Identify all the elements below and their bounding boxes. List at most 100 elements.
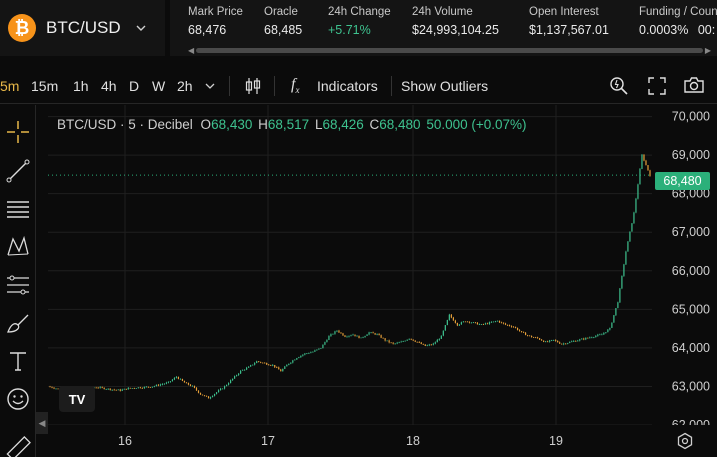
candle-body: [384, 338, 386, 341]
candle-body: [284, 366, 286, 369]
candle-body: [619, 288, 621, 303]
candle-body: [430, 344, 432, 346]
candle-body: [613, 315, 615, 323]
candle-body: [368, 332, 370, 335]
candle-body: [131, 388, 133, 389]
fullscreen-icon[interactable]: [647, 76, 667, 96]
candle-body: [121, 389, 123, 391]
candle-body: [581, 338, 583, 340]
candle-body: [215, 392, 218, 394]
interval-d[interactable]: D: [129, 78, 140, 94]
candle-body: [352, 334, 354, 336]
candle-body: [577, 340, 579, 342]
stat-24h-change: 24h Change +5.71%: [328, 6, 391, 37]
crosshair-icon[interactable]: [5, 119, 31, 145]
zoom-icon[interactable]: [608, 75, 630, 97]
candle-body: [111, 389, 113, 391]
candle-body: [280, 369, 282, 372]
candle-body: [621, 275, 623, 289]
emoji-icon[interactable]: [5, 386, 31, 412]
candle-body: [567, 342, 569, 344]
fib-icon[interactable]: [5, 272, 31, 298]
stat-value-group: 0.0003% 00:: [639, 23, 717, 37]
funding-rate: 0.0003%: [639, 23, 689, 37]
candle-body: [645, 160, 647, 166]
candle-body: [169, 381, 172, 383]
interval-5m[interactable]: 5m: [0, 78, 20, 94]
candle-body: [595, 335, 597, 338]
collapse-toolbar-handle[interactable]: ◀: [36, 412, 48, 434]
candle-body: [587, 337, 589, 339]
scroll-right-icon[interactable]: ▶: [704, 46, 711, 55]
candle-body: [432, 343, 434, 345]
ruler-icon[interactable]: [5, 431, 31, 457]
gear-icon[interactable]: [676, 432, 694, 450]
symbol-selector[interactable]: ₿ BTC/USD: [0, 0, 165, 56]
candle-body: [597, 334, 599, 336]
candle-body: [603, 333, 605, 335]
candle-body: [151, 386, 153, 388]
candle-body: [442, 330, 444, 336]
function-icon[interactable]: fx: [291, 76, 300, 96]
horizontal-lines-icon[interactable]: [5, 196, 31, 222]
price-tick-label: 69,000: [672, 148, 710, 162]
candle-body: [223, 386, 226, 389]
candle-body: [332, 333, 334, 335]
candle-body: [625, 251, 627, 265]
candle-body: [482, 324, 485, 325]
stat-value: $1,137,567.01: [529, 23, 609, 37]
time-axis[interactable]: 16 17 18 19: [48, 425, 652, 457]
candle-body: [615, 308, 617, 316]
tradingview-logo[interactable]: TV: [59, 386, 95, 412]
candle-body: [585, 337, 587, 340]
candle-body: [236, 375, 238, 377]
stat-label: Mark Price: [188, 6, 243, 18]
scroll-left-icon[interactable]: ◀: [188, 46, 195, 55]
interval-2h[interactable]: 2h: [177, 78, 193, 94]
interval-w[interactable]: W: [152, 78, 166, 94]
price-axis[interactable]: 62,000 63,000 64,000 65,000 66,000 67,000 68,0…: [652, 105, 717, 425]
market-stats-bar: Mark Price 68,476 Oracle 68,485 24h Chan…: [170, 0, 717, 56]
candle-body: [217, 390, 220, 393]
trend-line-icon[interactable]: [5, 158, 31, 184]
current-price-tag: 68,480: [655, 172, 710, 190]
show-outliers-button[interactable]: Show Outliers: [401, 78, 489, 94]
stats-scrollbar[interactable]: ◀ ▶: [188, 46, 711, 55]
interval-1h[interactable]: 1h: [73, 78, 89, 94]
candle-body: [444, 325, 446, 331]
price-chart[interactable]: [48, 105, 652, 425]
candle-body: [127, 387, 129, 390]
candle-body: [599, 334, 601, 336]
candle-body: [370, 332, 372, 334]
legend-close-key: C: [369, 117, 380, 132]
pattern-icon[interactable]: [5, 234, 31, 260]
camera-icon[interactable]: [683, 75, 705, 95]
candle-body: [609, 327, 611, 330]
candle-body: [318, 348, 320, 350]
scrollbar-thumb[interactable]: [196, 48, 703, 53]
candle-body: [490, 322, 493, 323]
interval-dropdown-icon[interactable]: [205, 81, 215, 91]
candle-body: [145, 386, 147, 388]
candle-body: [464, 321, 466, 323]
candles-icon[interactable]: [243, 76, 263, 96]
interval-15m[interactable]: 15m: [31, 78, 59, 94]
legend-high-value: 68,517: [267, 117, 310, 132]
candle-body: [328, 336, 330, 340]
candle-body: [617, 302, 619, 309]
brush-icon[interactable]: [5, 310, 31, 336]
candle-body: [197, 390, 200, 393]
candle-body: [290, 362, 292, 364]
text-icon[interactable]: [5, 348, 31, 374]
candle-body: [228, 383, 230, 385]
candle-body: [248, 366, 250, 368]
candle-body: [242, 369, 244, 371]
legend-change: 50.000 (+0.07%): [426, 117, 527, 132]
candle-body: [543, 340, 545, 342]
candle-body: [55, 388, 57, 390]
interval-4h[interactable]: 4h: [101, 78, 117, 94]
candle-body: [177, 376, 180, 379]
candle-body: [396, 342, 398, 344]
indicators-button[interactable]: Indicators: [317, 78, 378, 94]
candle-body: [394, 343, 396, 345]
